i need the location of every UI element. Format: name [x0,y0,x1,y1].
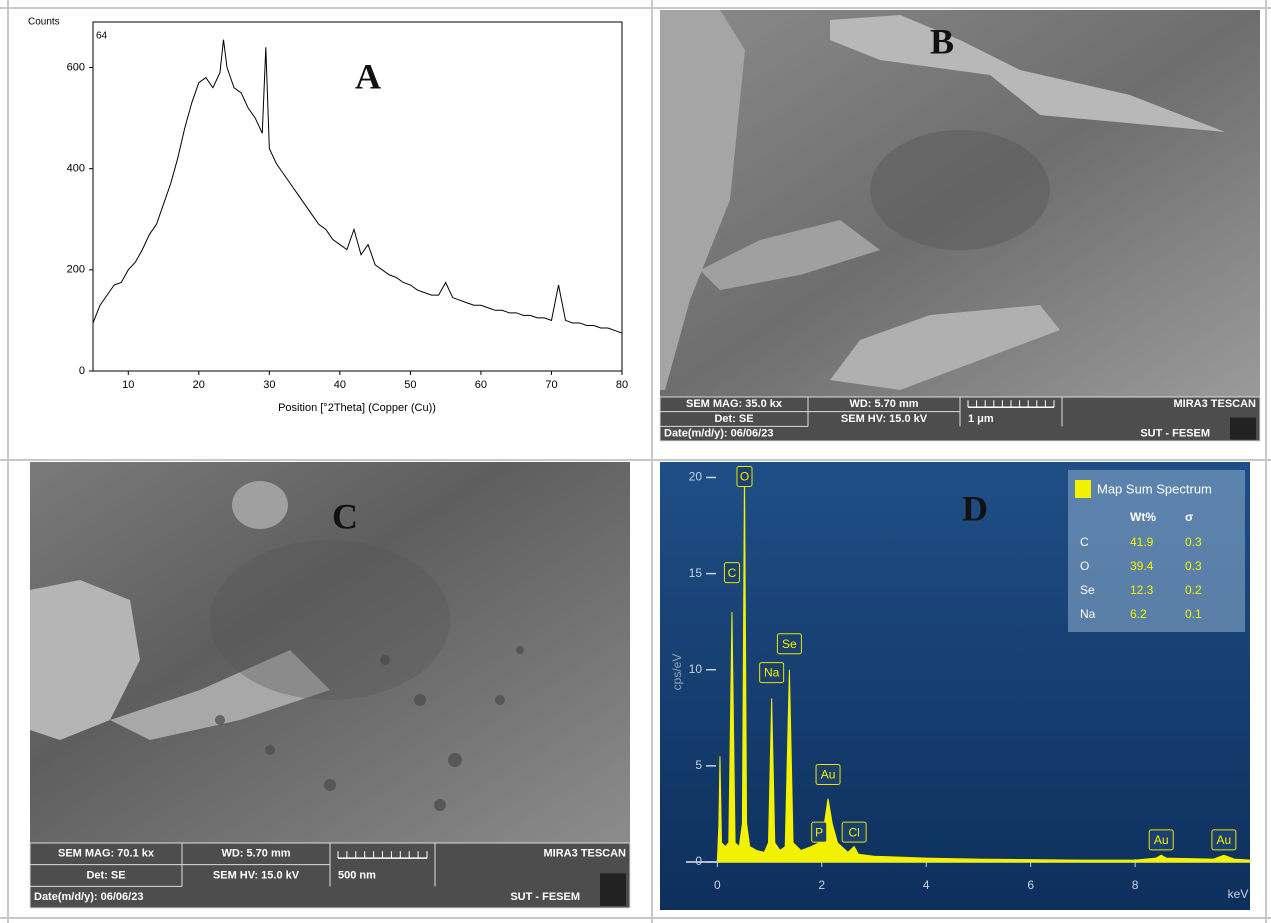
legend-column: Wt% [1130,510,1156,524]
x-tick-label: 50 [404,379,416,391]
legend-swatch [1075,480,1091,498]
legend-cell: 0.1 [1185,607,1202,621]
legend-cell: Se [1080,583,1095,597]
x-tick-label: 30 [263,379,275,391]
legend-cell: 6.2 [1130,607,1147,621]
legend-column: σ [1185,510,1193,524]
x-tick-label: 70 [545,379,557,391]
peak-label: Au [821,768,836,782]
legend-cell: 39.4 [1130,559,1154,573]
y-tick-label: 0 [79,365,85,377]
sem-info-date: Date(m/d/y): 06/06/23 [34,891,143,903]
sem-info-det: Det: SE [86,869,125,881]
y-tick-label: 15 [689,566,703,580]
sem-info-mag: SEM MAG: 70.1 kx [58,848,155,860]
legend-cell: 12.3 [1130,583,1154,597]
y-tick-label: 600 [67,61,85,73]
sem-info-hv: SEM HV: 15.0 kV [213,869,300,881]
sem-image-c [30,462,630,844]
peak-label: O [740,470,749,484]
panel-label: C [332,496,358,536]
sem-image-b [660,10,1260,398]
sem-info-maker: MIRA3 TESCAN [543,848,626,860]
y-tick-label: 10 [689,662,703,676]
panel-label: D [962,488,988,528]
annotation: 64 [96,31,108,42]
peak-label: Se [782,637,797,651]
sem-info-wd: WD: 5.70 mm [221,848,290,860]
sem-logo [1230,418,1256,440]
y-axis-label: Counts [28,17,60,28]
sem-info-lab: SUT - FESEM [1140,428,1210,440]
legend-cell: 0.2 [1185,583,1202,597]
y-tick-label: 20 [689,470,703,484]
y-tick-label: 0 [695,854,702,868]
peak-label: Au [1217,833,1232,847]
x-tick-label: 4 [923,878,930,892]
legend-cell: 0.3 [1185,535,1202,549]
x-tick-label: 8 [1132,878,1139,892]
peak-label: P [815,825,823,839]
x-tick-label: 20 [193,379,205,391]
peak-label: C [728,566,737,580]
legend-cell: 41.9 [1130,535,1154,549]
x-tick-label: 80 [616,379,628,391]
sem-info-hv: SEM HV: 15.0 kV [841,413,928,425]
y-axis-label: cps/eV [670,654,684,691]
sem-info-scale: 500 nm [338,869,376,881]
sem-info-scale: 1 μm [968,413,994,425]
peak-label: Na [764,666,780,680]
sem-info-date: Date(m/d/y): 06/06/23 [664,428,773,440]
peak-label: Au [1154,833,1169,847]
y-tick-label: 400 [67,163,85,175]
x-axis-label: Position [°2Theta] (Copper (Cu)) [278,402,436,414]
x-tick-label: 2 [818,878,825,892]
sem-info-lab: SUT - FESEM [510,891,580,903]
sem-logo [600,873,626,906]
x-tick-label: 10 [122,379,134,391]
legend-cell: 0.3 [1185,559,1202,573]
x-axis-label: keV [1228,887,1249,901]
x-tick-label: 6 [1027,878,1034,892]
legend-cell: O [1080,559,1089,573]
sem-info-mag: SEM MAG: 35.0 kx [686,398,783,410]
x-tick-label: 40 [334,379,346,391]
sem-info-wd: WD: 5.70 mm [849,398,918,410]
x-tick-label: 0 [714,878,721,892]
x-tick-label: 60 [475,379,487,391]
y-tick-label: 5 [695,758,702,772]
sem-info-maker: MIRA3 TESCAN [1173,398,1256,410]
y-tick-label: 200 [67,264,85,276]
legend-cell: Na [1080,607,1096,621]
legend-title: Map Sum Spectrum [1097,481,1212,496]
panel-label: B [930,21,954,61]
sem-info-det: Det: SE [714,413,753,425]
panel-label: A [355,56,381,96]
figure: 02004006001020304050607080Counts64Positi… [0,0,1271,923]
legend-cell: C [1080,535,1089,549]
peak-label: Cl [848,825,859,839]
